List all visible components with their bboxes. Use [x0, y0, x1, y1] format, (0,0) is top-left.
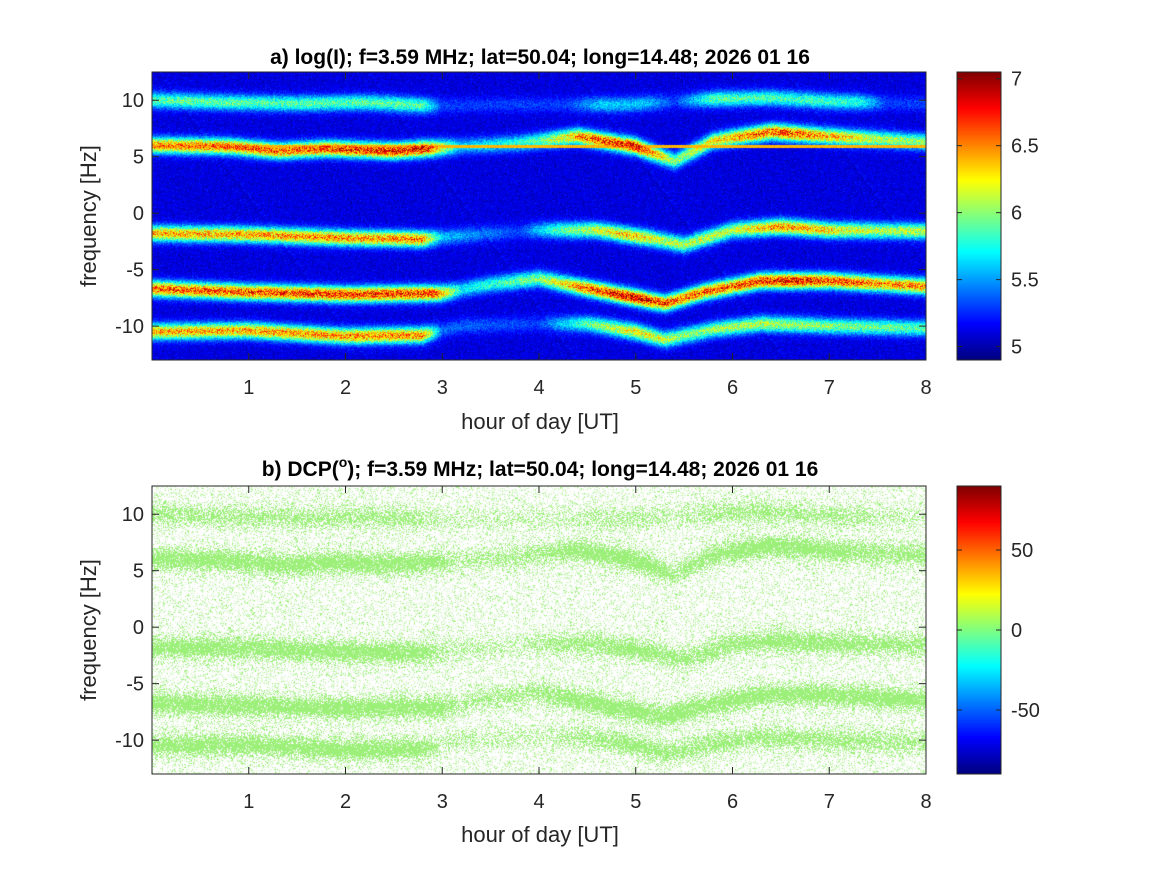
panel-b-heatmap — [152, 486, 926, 774]
panel-b-y-tick-label: -5 — [126, 674, 144, 696]
panel-a-x-tick-label: 7 — [824, 377, 835, 399]
panel-a-plot-area — [152, 72, 926, 360]
panel-b-xlabel: hour of day [UT] — [461, 822, 619, 847]
panel-b-x-tick-label: 7 — [824, 791, 835, 813]
panel-b-colorbar-tick-label: 0 — [1011, 620, 1022, 642]
panel-a-x-tick-label: 8 — [920, 377, 931, 399]
panel-b-x-tick-label: 1 — [243, 791, 254, 813]
panel-a-xlabel: hour of day [UT] — [461, 409, 619, 434]
panel-b-title: b) DCP(o); f=3.59 MHz; lat=50.04; long=1… — [262, 454, 819, 481]
panel-a-colorbar-ticks: 7 6.5 6 5.5 5 — [957, 69, 1039, 359]
panel-a-ylabel: frequency [Hz] — [76, 145, 101, 287]
panel-b-x-tick-label: 3 — [437, 791, 448, 813]
panel-a-colorbar — [957, 72, 1001, 360]
panel-a-x-tick-label: 1 — [243, 377, 254, 399]
panel-a-title: a) log(I); f=3.59 MHz; lat=50.04; long=1… — [270, 46, 810, 69]
panel-b-plot-area — [152, 486, 926, 774]
panel-b-x-tick-label: 8 — [920, 791, 931, 813]
panel-a-colorbar-tick-label: 7 — [1011, 69, 1022, 91]
panel-a-y-tick-label: 0 — [133, 203, 144, 225]
panel-a-colorbar-tick-label: 6 — [1011, 203, 1022, 225]
panel-a-y-tick-label: -5 — [126, 260, 144, 282]
panel-b-title-rest: ); f=3.59 MHz; lat=50.04; long=14.48; 20… — [347, 458, 818, 481]
panel-b-title-start: b) DCP( — [262, 458, 339, 481]
panel-a-y-tick-label: 5 — [133, 147, 144, 169]
panel-b-axes: 1 2 3 4 5 6 7 8 10 5 0 -5 -10 — [115, 486, 932, 813]
panel-b-colorbar — [957, 486, 1001, 774]
panel-a-x-tick-label: 3 — [437, 377, 448, 399]
panel-b: b) DCP(o); f=3.59 MHz; lat=50.04; long=1… — [76, 454, 1040, 847]
panel-a-x-tick-label: 4 — [533, 377, 544, 399]
panel-b-x-tick-label: 4 — [533, 791, 544, 813]
panel-a-x-tick-label: 6 — [727, 377, 738, 399]
panel-b-colorbar-tick-label: -50 — [1011, 700, 1040, 722]
panel-a-x-tick-label: 5 — [630, 377, 641, 399]
panel-a-x-tick-label: 2 — [340, 377, 351, 399]
panel-b-colorbar-ticks: 50 0 -50 — [957, 540, 1040, 722]
panel-b-colorbar-area — [957, 486, 1001, 774]
panel-a-heatmap — [152, 72, 926, 360]
panel-b-x-tick-label: 6 — [727, 791, 738, 813]
panel-b-ylabel: frequency [Hz] — [76, 559, 101, 701]
panel-b-y-tick-label: 10 — [122, 504, 144, 526]
panel-b-x-tick-label: 5 — [630, 791, 641, 813]
panel-b-colorbar-tick-label: 50 — [1011, 540, 1033, 562]
panel-b-y-tick-label: 0 — [133, 617, 144, 639]
panel-a: a) log(I); f=3.59 MHz; lat=50.04; long=1… — [76, 46, 1039, 434]
panel-a-colorbar-tick-label: 5 — [1011, 337, 1022, 359]
panel-a-y-tick-label: -10 — [115, 316, 144, 338]
panel-a-axes: 1 2 3 4 5 6 7 8 10 5 0 -5 -10 — [115, 72, 932, 399]
panel-b-title-degree: o — [339, 454, 348, 470]
panel-b-y-tick-label: 5 — [133, 561, 144, 583]
panel-a-colorbar-tick-label: 6.5 — [1011, 136, 1039, 158]
panel-b-y-tick-label: -10 — [115, 730, 144, 752]
panel-a-colorbar-box — [956, 71, 1002, 361]
panel-a-colorbar-area — [957, 72, 1001, 360]
panel-a-y-tick-label: 10 — [122, 90, 144, 112]
panel-b-x-tick-label: 2 — [340, 791, 351, 813]
panel-a-colorbar-tick-label: 5.5 — [1011, 270, 1039, 292]
